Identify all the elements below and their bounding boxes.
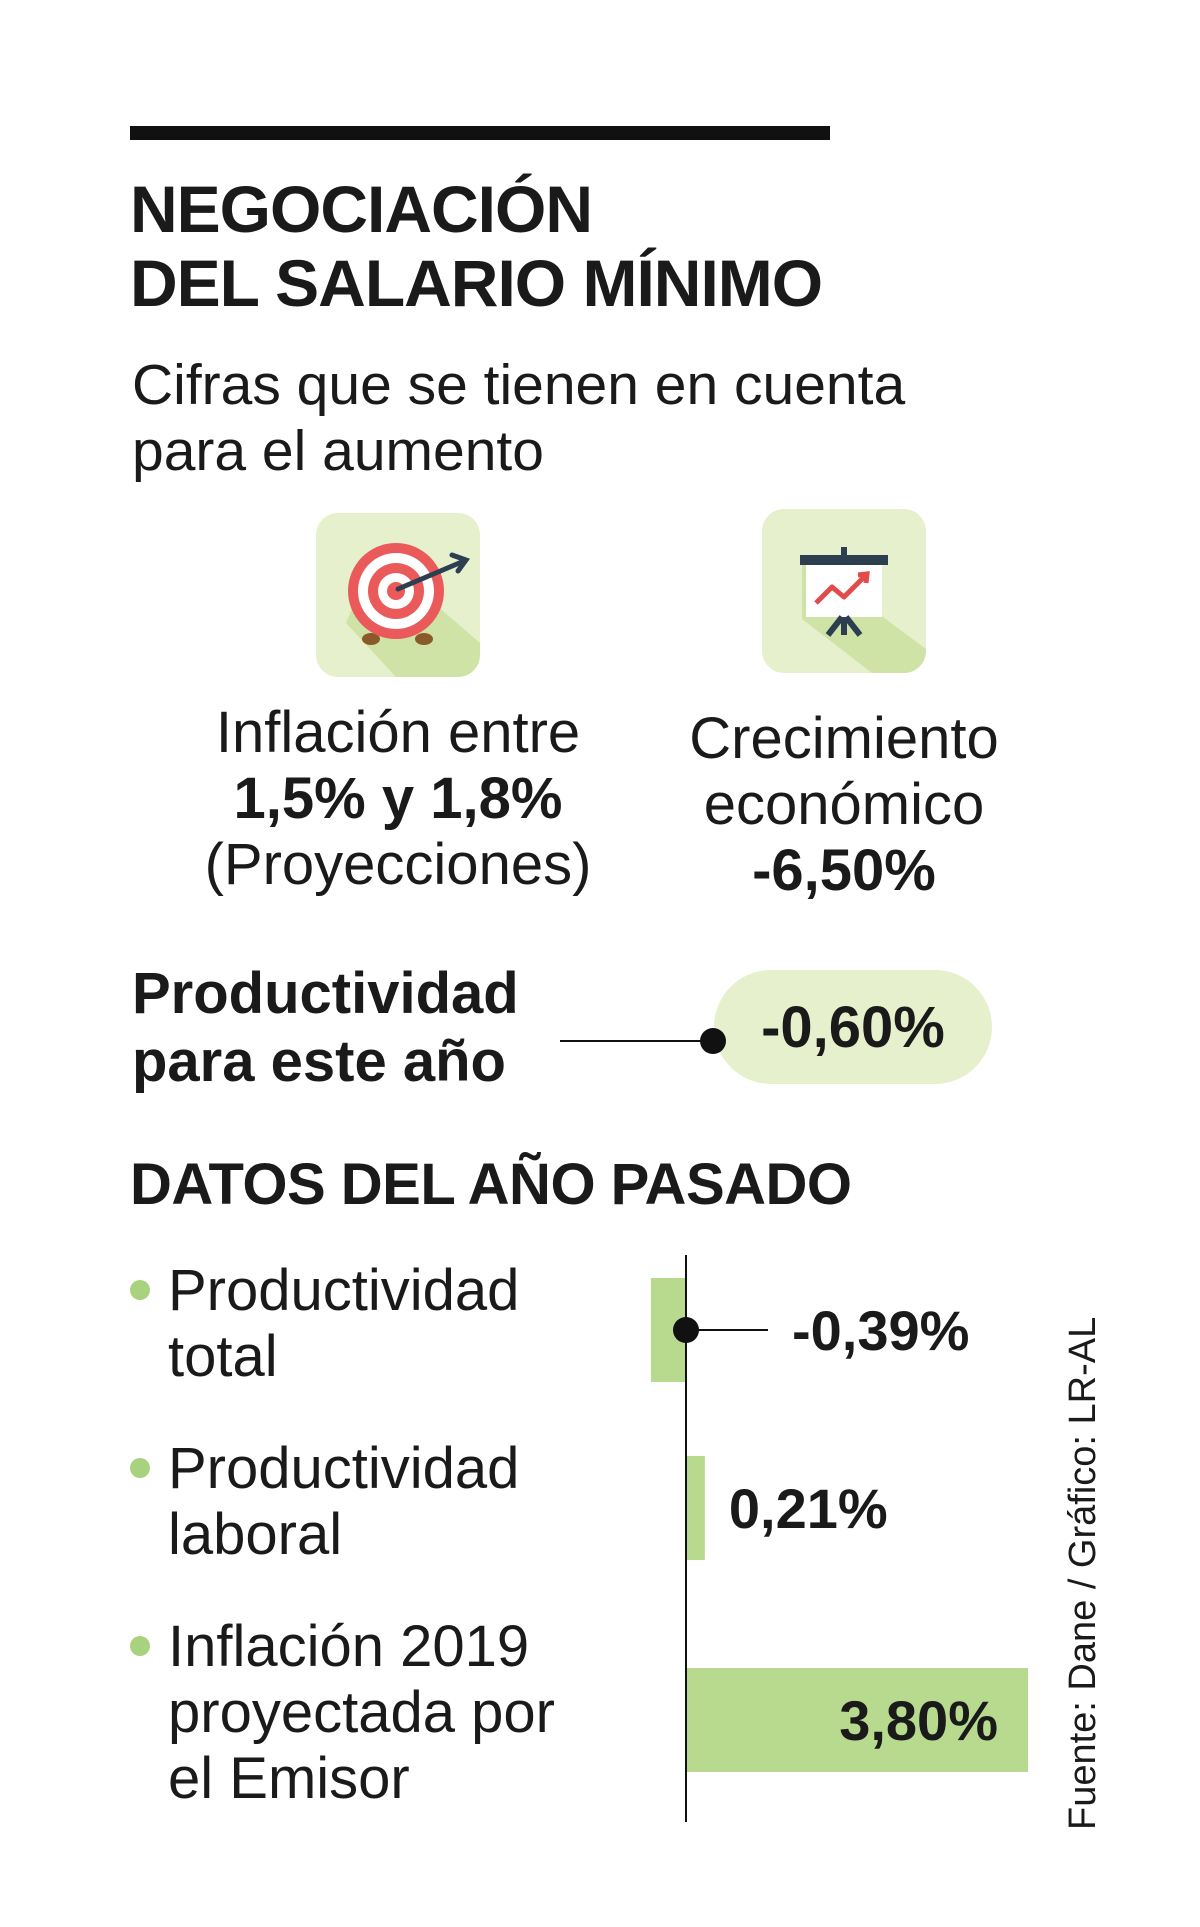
row-label-inflacion-2019: Inflación 2019 proyectada por el Emisor [130, 1614, 600, 1812]
value-label: -0,39% [792, 1299, 969, 1362]
growth-chart-icon [800, 547, 926, 673]
top-rule [130, 126, 830, 140]
row-label-line: proyectada por [168, 1680, 555, 1745]
value-label: 3,80% [839, 1689, 998, 1752]
target-icon [346, 543, 480, 677]
subtitle: Cifras que se tienen en cuenta para el a… [132, 352, 905, 484]
row-label-productividad-laboral: Productividad laboral [130, 1436, 600, 1568]
title-line-2: DEL SALARIO MÍNIMO [130, 246, 823, 320]
target-icon-box [316, 513, 480, 677]
productivity-label: Productividad para este año [132, 960, 519, 1096]
bullet-icon [130, 1280, 150, 1300]
page-title: NEGOCIACIÓN DEL SALARIO MÍNIMO [130, 172, 823, 320]
kpi-growth-label-1: Crecimiento [689, 706, 999, 771]
productivity-label-line-2: para este año [132, 1029, 506, 1094]
row-label-productividad-total: Productividad total [130, 1258, 600, 1390]
row-label-line: laboral [168, 1502, 343, 1567]
productivity-connector-dot [700, 1028, 726, 1054]
subtitle-line-1: Cifras que se tienen en cuenta [132, 353, 906, 417]
productivity-label-line-1: Productividad [132, 961, 519, 1026]
bar-1 [686, 1456, 705, 1560]
title-line-1: NEGOCIACIÓN [130, 172, 593, 246]
kpi-inflation: Inflación entre 1,5% y 1,8% (Proyeccione… [178, 700, 618, 898]
source-note: Fuente: Dane / Gráfico: LR-AL [1062, 1316, 1104, 1830]
value-connector-dot [673, 1317, 699, 1343]
kpi-inflation-note: (Proyecciones) [204, 832, 592, 897]
row-label-line: el Emisor [168, 1746, 410, 1811]
row-label-line: Productividad [168, 1436, 520, 1501]
value-label: 0,21% [729, 1477, 888, 1540]
section-title: DATOS DEL AÑO PASADO [130, 1152, 852, 1217]
kpi-inflation-value: 1,5% y 1,8% [233, 766, 563, 831]
kpi-growth-label-2: económico [703, 772, 985, 837]
kpi-growth-value: -6,50% [752, 838, 936, 903]
subtitle-line-2: para el aumento [132, 419, 544, 483]
bullet-icon [130, 1458, 150, 1478]
kpi-inflation-label: Inflación entre [215, 700, 581, 765]
row-label-line: Inflación 2019 [168, 1614, 530, 1679]
productivity-value-pill: -0,60% [714, 970, 992, 1084]
row-label-line: total [168, 1324, 278, 1389]
kpi-growth: Crecimiento económico -6,50% [624, 706, 1064, 904]
productivity-connector-line [560, 1040, 712, 1042]
row-label-line: Productividad [168, 1258, 520, 1323]
productivity-value: -0,60% [761, 994, 945, 1060]
bullet-icon [130, 1636, 150, 1656]
growth-chart-icon-box [762, 509, 926, 673]
bar-2 [686, 1668, 1028, 1772]
